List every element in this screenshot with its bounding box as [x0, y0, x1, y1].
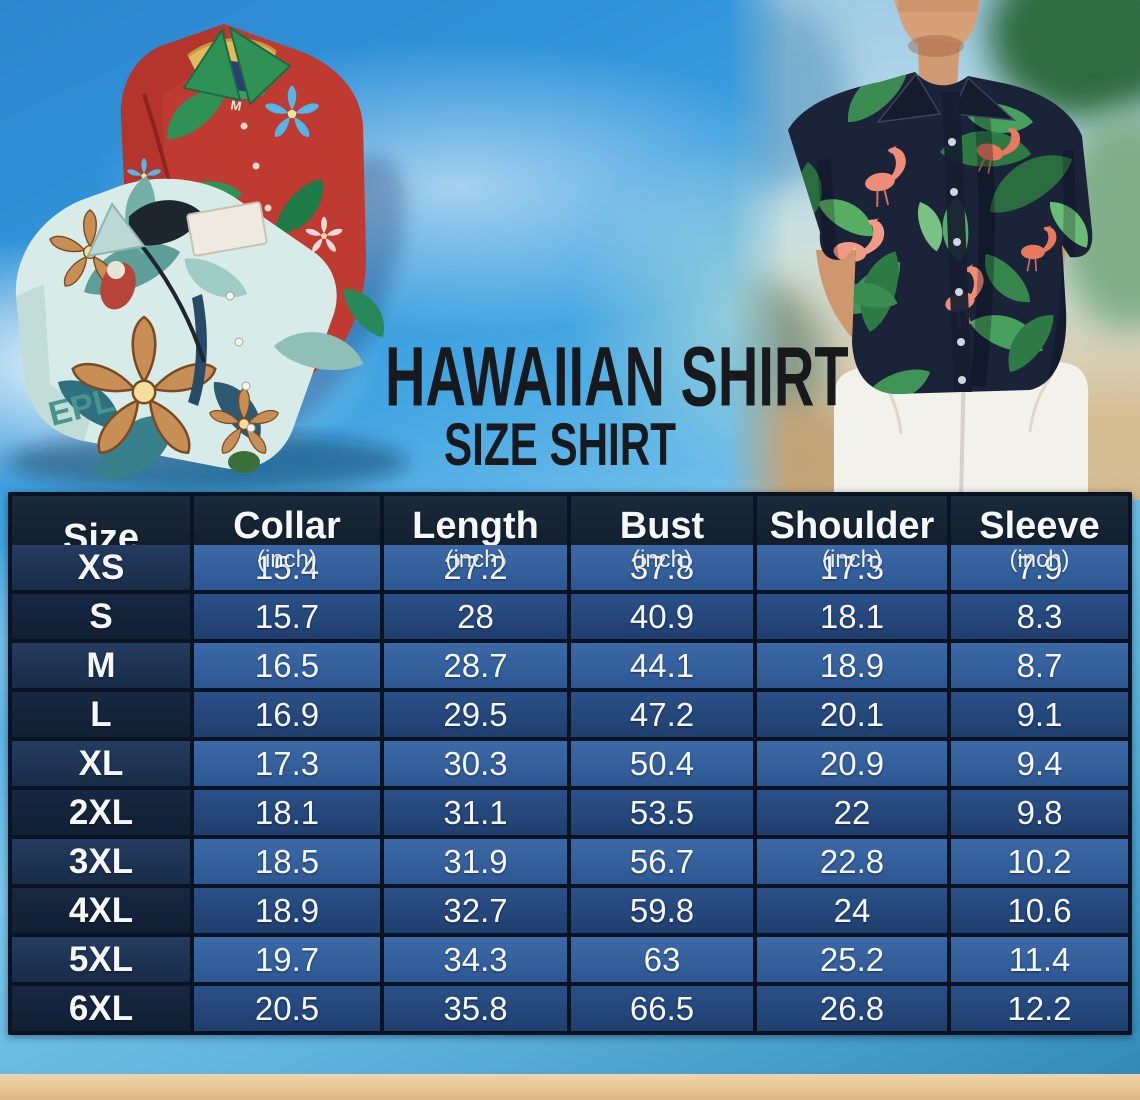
measurement-value: 12.2 — [951, 986, 1128, 1031]
folded-shirts-illustration: M — [7, 24, 407, 492]
measurement-value: 29.5 — [384, 692, 567, 737]
model-shirt-buttons — [948, 138, 966, 384]
duck-motif — [228, 451, 260, 473]
column-header-label: Sleeve — [979, 504, 1100, 547]
column-header-unit: (inch) — [256, 545, 317, 573]
model-neck — [918, 38, 960, 88]
measurement-value: 18.1 — [194, 790, 380, 835]
measurement-value: 22.8 — [757, 839, 947, 884]
measurement-value: 8.3 — [951, 594, 1128, 639]
measurement-value: 28 — [384, 594, 567, 639]
teal-shirt-dark-collar — [128, 200, 204, 246]
model-collar-left — [876, 72, 942, 123]
measurement-value: 63 — [571, 937, 753, 982]
measurement-value: 53.5 — [571, 790, 753, 835]
column-header-length: Length (inch) — [384, 496, 567, 582]
size-cell-3xl: 3XL — [12, 839, 190, 884]
column-header-label: Shoulder — [769, 504, 935, 547]
size-cell-6xl: 6XL — [12, 986, 190, 1031]
column-header-label: Length — [412, 504, 539, 547]
model-chin — [894, 0, 980, 53]
measurement-value: 20.9 — [757, 741, 947, 786]
folded-shirts-photo: M — [0, 0, 472, 509]
red-shirt-collar-left — [182, 27, 242, 102]
measurement-value: 30.3 — [384, 741, 567, 786]
column-header-unit: (inch) — [445, 545, 506, 573]
measurement-value: 47.2 — [571, 692, 753, 737]
size-cell-5xl: 5XL — [12, 937, 190, 982]
measurement-value: 9.4 — [951, 741, 1128, 786]
measurement-value: 17.3 — [757, 545, 947, 590]
measurement-value: 11.4 — [951, 937, 1128, 982]
measurement-value: 18.5 — [194, 839, 380, 884]
column-header-unit: (inch) — [631, 545, 692, 573]
measurement-value: 18.1 — [757, 594, 947, 639]
measurement-value: 10.2 — [951, 839, 1128, 884]
column-header-unit: (inch) — [1009, 545, 1070, 573]
measurement-value: 26.8 — [757, 986, 947, 1031]
teal-shirt-label — [186, 201, 268, 257]
measurement-value: 18.9 — [194, 888, 380, 933]
measurement-value: 22 — [757, 790, 947, 835]
size-cell-4xl: 4XL — [12, 888, 190, 933]
page-title: HAWAIIAN SHIRT SIZE SHIRT — [310, 329, 849, 479]
measurement-value: 24 — [757, 888, 947, 933]
red-shirt-size-tag: M — [230, 97, 243, 114]
size-chart-table: Size Collar (inch) Length (inch) Bust (inch) Sh… — [8, 492, 1132, 1035]
teal-shirt-buttons — [225, 291, 256, 433]
column-header-collar: Collar (inch) — [194, 496, 380, 582]
size-cell-xl: XL — [12, 741, 190, 786]
parrot-motif — [100, 261, 207, 406]
measurement-value: 17.3 — [194, 741, 380, 786]
measurement-value: 20.1 — [757, 692, 947, 737]
size-cell-xs: XS — [12, 545, 190, 590]
measurement-value: 31.9 — [384, 839, 567, 884]
measurement-value: 15.7 — [194, 594, 380, 639]
measurement-value: 31.1 — [384, 790, 567, 835]
measurement-value: 7.9 — [951, 545, 1128, 590]
title-line-1: HAWAIIAN SHIRT — [385, 329, 849, 424]
measurement-value: 19.7 — [194, 937, 380, 982]
size-cell-2xl: 2XL — [12, 790, 190, 835]
measurement-value: 15.4 — [194, 545, 380, 590]
measurement-value: 50.4 — [571, 741, 753, 786]
measurement-value: 34.3 — [384, 937, 567, 982]
measurement-value: 9.8 — [951, 790, 1128, 835]
measurement-value: 66.5 — [571, 986, 753, 1031]
measurement-value: 10.6 — [951, 888, 1128, 933]
measurement-value: 8.7 — [951, 643, 1128, 688]
measurement-value: 32.7 — [384, 888, 567, 933]
measurement-value: 20.5 — [194, 986, 380, 1031]
teal-folded-shirt: EPL — [15, 172, 369, 490]
column-header-unit: (inch) — [821, 545, 882, 573]
model-illustration — [788, 0, 1093, 500]
measurement-value: 25.2 — [757, 937, 947, 982]
measurement-value: 28.7 — [384, 643, 567, 688]
measurement-value: 44.1 — [571, 643, 753, 688]
title-line-2: SIZE SHIRT — [443, 410, 677, 479]
red-shirt-collar-right — [228, 25, 292, 106]
measurement-value: 16.9 — [194, 692, 380, 737]
measurement-value: 9.1 — [951, 692, 1128, 737]
column-header-label: Bust — [619, 504, 705, 547]
measurement-value: 27.2 — [384, 545, 567, 590]
measurement-value: 18.9 — [757, 643, 947, 688]
model-photo — [728, 0, 1140, 500]
sand-strip — [0, 1074, 1140, 1100]
measurement-value: 59.8 — [571, 888, 753, 933]
size-cell-l: L — [12, 692, 190, 737]
measurement-value: 37.8 — [571, 545, 753, 590]
size-cell-s: S — [12, 594, 190, 639]
column-header-label: Collar — [233, 504, 341, 547]
measurement-value: 16.5 — [194, 643, 380, 688]
measurement-value: 56.7 — [571, 839, 753, 884]
size-cell-m: M — [12, 643, 190, 688]
teal-shirt-collar — [86, 202, 146, 258]
measurement-value: 40.9 — [571, 594, 753, 639]
measurement-value: 35.8 — [384, 986, 567, 1031]
